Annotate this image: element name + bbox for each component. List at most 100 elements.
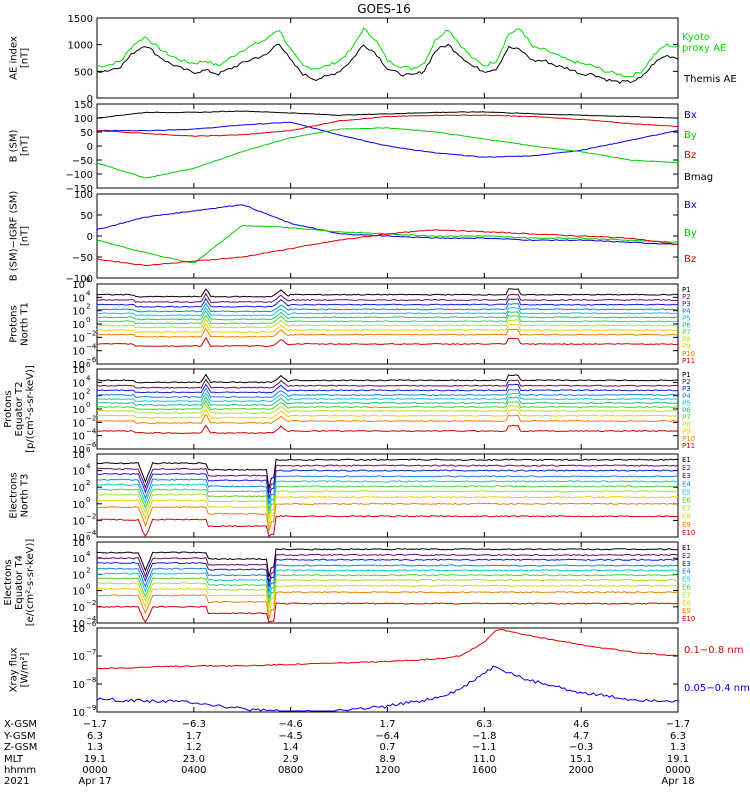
y-tick-exponent: 6 <box>86 534 91 542</box>
legend-p9: P9 <box>682 428 691 436</box>
y-tick-exponent: 6 <box>86 276 91 284</box>
y-tick-exponent: 0 <box>86 583 90 591</box>
channel-p9 <box>96 408 678 419</box>
ephemeris-value: 11.0 <box>473 754 495 765</box>
ephemeris-value: −4.5 <box>279 731 303 742</box>
ephemeris-value: 6.3 <box>87 731 103 742</box>
ephemeris-value: 1200 <box>375 765 400 776</box>
ephemeris-value: 1.7 <box>380 719 396 730</box>
y-tick-label: 1500 <box>68 14 93 25</box>
y-tick-label: −150 <box>66 184 93 195</box>
legend-p11: P11 <box>682 357 695 365</box>
y-tick-label: 0 <box>87 142 93 153</box>
y-tick-exponent: −2 <box>86 329 96 337</box>
series-line-by <box>96 224 679 264</box>
y-tick-exponent: 4 <box>86 463 91 471</box>
series-line-bmag <box>96 110 679 119</box>
legend-e3: E3 <box>682 472 691 480</box>
y-tick-label: 10 <box>72 538 85 549</box>
ephemeris-value: 4.7 <box>573 731 589 742</box>
legend-p8: P8 <box>682 336 691 344</box>
y-tick-exponent: −4 <box>86 343 97 351</box>
y-tick-label: 10 <box>72 619 85 630</box>
channel-p11 <box>96 336 679 348</box>
legend-by: By <box>684 130 697 141</box>
y-tick-exponent: 2 <box>86 303 90 311</box>
channel-p3 <box>96 297 679 308</box>
y-tick-label: 10 <box>72 280 85 291</box>
y-tick-label: 10 <box>72 680 85 691</box>
legend-e6: E6 <box>682 497 691 505</box>
y-tick-label: 10 <box>72 365 85 376</box>
y-tick-label: 10 <box>72 652 85 663</box>
channel-e4 <box>96 475 679 505</box>
legend-themis: Themis AE <box>683 74 737 85</box>
ephemeris-row-label: MLT <box>4 754 24 765</box>
channel-p8 <box>96 318 679 329</box>
y-tick-label: 50 <box>80 128 93 139</box>
legend-p7: P7 <box>682 329 691 337</box>
y-tick-label: 10 <box>72 624 85 635</box>
y-axis-label: ElectronsEquator T4[e/(cm²-s-sr-keV)] <box>3 539 36 627</box>
legend-p5: P5 <box>682 314 691 322</box>
y-tick-label: 100 <box>74 190 93 201</box>
series-line-kyoto-proxy-ae <box>96 27 679 78</box>
channel-p4 <box>96 302 679 313</box>
channel-p7 <box>97 399 679 411</box>
legend-p11: P11 <box>682 442 695 450</box>
panel-p_t2: ProtonsEquator T2[p/(cm²-s-sr-keV)] 10 610… <box>3 361 695 456</box>
ephemeris-row-label: X-GSM <box>4 719 37 730</box>
channel-p11 <box>96 424 679 435</box>
y-tick-label: −50 <box>72 156 93 167</box>
channel-e7 <box>96 490 678 520</box>
y-tick-label: 10 <box>72 500 85 511</box>
legend-bx: Bx <box>684 200 697 211</box>
y-tick-exponent: 0 <box>86 496 90 504</box>
channel-p5 <box>96 306 679 317</box>
y-tick-label: 10 <box>72 587 85 598</box>
channel-p8 <box>96 404 679 415</box>
legend-e6: E6 <box>682 584 691 592</box>
y-tick-exponent: −4 <box>86 428 97 436</box>
channel-e2 <box>96 553 679 583</box>
channel-p9 <box>96 322 679 334</box>
y-tick-label: 10 <box>72 570 85 581</box>
legend-p7: P7 <box>682 414 691 422</box>
ephemeris-value: 1.3 <box>670 742 686 753</box>
chart-title: GOES-16 <box>357 2 411 16</box>
y-tick-label: −100 <box>66 274 93 285</box>
y-tick-exponent: 0 <box>86 316 90 324</box>
y-tick-label: 10 <box>72 360 85 371</box>
legend-e3: E3 <box>682 560 691 568</box>
y-tick-label: 10 <box>72 293 85 304</box>
legend-kyoto: Kyoto proxy AE <box>682 32 726 54</box>
y-tick-label: 10 <box>72 708 85 719</box>
channel-p1 <box>97 373 678 384</box>
panel-bdiff: B (SM)−IGRF (SM)[nT] 100 50 0 −50 −100 Bx By Bz <box>9 190 697 285</box>
legend-p5: P5 <box>682 399 691 407</box>
legend-by: By <box>684 228 697 239</box>
legend-p10: P10 <box>682 350 695 358</box>
series-line-themis-ae <box>96 43 679 84</box>
legend-p4: P4 <box>682 307 691 315</box>
y-tick-exponent: 2 <box>86 388 90 396</box>
channel-p4 <box>96 387 678 399</box>
ephemeris-value: 0000 <box>82 765 107 776</box>
y-tick-exponent: −2 <box>86 599 96 607</box>
legend-bmag: Bmag <box>684 172 713 183</box>
panel-ae: AE index[nT] 0 500 1000 1500 Kyoto proxy AE The… <box>9 14 737 105</box>
y-tick-exponent: 4 <box>86 374 91 382</box>
legend-p2: P2 <box>682 293 691 301</box>
channel-p2 <box>96 292 679 304</box>
y-axis-label: AE index[nT] <box>9 36 31 80</box>
y-tick-exponent: −6 <box>86 356 97 364</box>
channel-e9 <box>96 502 679 532</box>
legend-p6: P6 <box>682 406 691 414</box>
legend-p8: P8 <box>682 421 691 429</box>
channel-p3 <box>96 383 679 394</box>
y-tick-label: 10 <box>72 333 85 344</box>
y-tick-exponent: 2 <box>86 479 90 487</box>
series-line-bz <box>96 114 679 137</box>
